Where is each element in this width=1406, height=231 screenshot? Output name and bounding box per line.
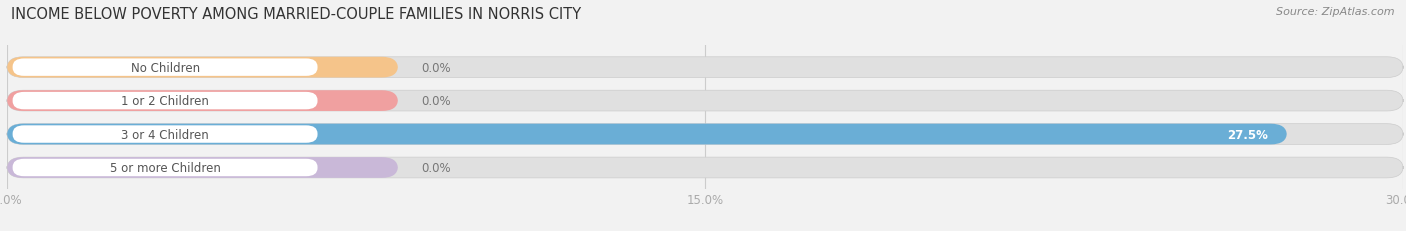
Text: 0.0%: 0.0% — [422, 161, 451, 174]
FancyBboxPatch shape — [7, 158, 1403, 178]
FancyBboxPatch shape — [13, 159, 318, 176]
Text: 5 or more Children: 5 or more Children — [110, 161, 221, 174]
FancyBboxPatch shape — [7, 58, 398, 78]
FancyBboxPatch shape — [7, 124, 1403, 145]
Text: 0.0%: 0.0% — [422, 95, 451, 108]
FancyBboxPatch shape — [13, 92, 318, 110]
Text: Source: ZipAtlas.com: Source: ZipAtlas.com — [1277, 7, 1395, 17]
Text: 27.5%: 27.5% — [1227, 128, 1268, 141]
Text: 3 or 4 Children: 3 or 4 Children — [121, 128, 209, 141]
FancyBboxPatch shape — [7, 158, 398, 178]
FancyBboxPatch shape — [7, 91, 1403, 112]
Text: 0.0%: 0.0% — [422, 61, 451, 74]
FancyBboxPatch shape — [7, 58, 1403, 78]
FancyBboxPatch shape — [13, 59, 318, 76]
FancyBboxPatch shape — [7, 124, 1286, 145]
FancyBboxPatch shape — [13, 126, 318, 143]
Text: INCOME BELOW POVERTY AMONG MARRIED-COUPLE FAMILIES IN NORRIS CITY: INCOME BELOW POVERTY AMONG MARRIED-COUPL… — [11, 7, 581, 22]
FancyBboxPatch shape — [7, 91, 398, 112]
Text: No Children: No Children — [131, 61, 200, 74]
Text: 1 or 2 Children: 1 or 2 Children — [121, 95, 209, 108]
